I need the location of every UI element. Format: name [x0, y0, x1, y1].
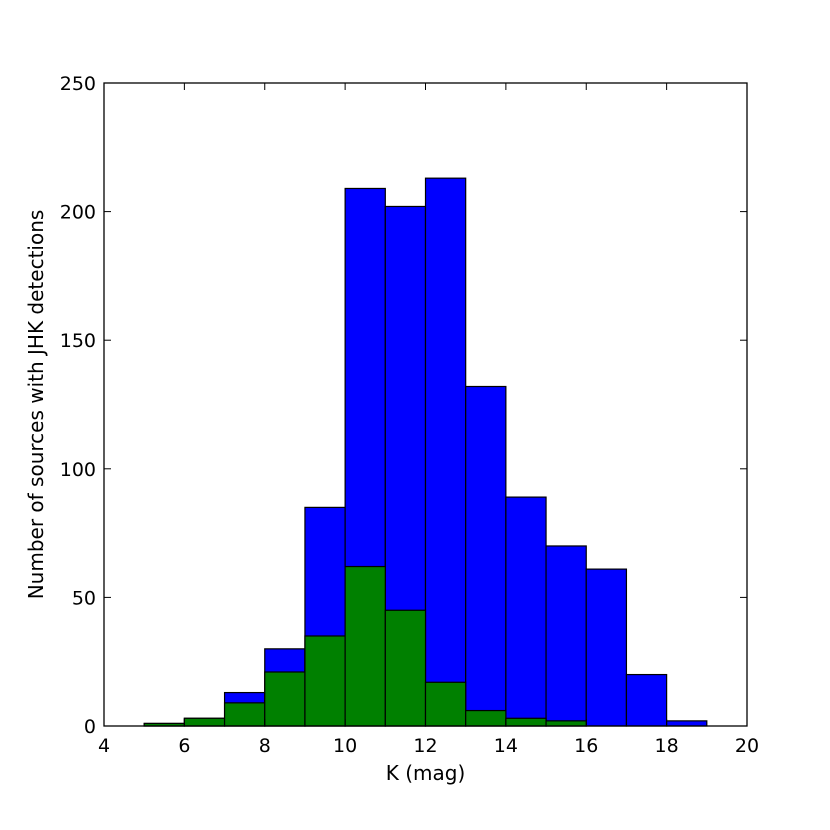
y-tick-label: 0 [84, 716, 96, 738]
x-axis-title: K (mag) [386, 761, 466, 785]
y-axis-title: Number of sources with JHK detections [24, 210, 48, 600]
bar-series1-bin-18 [666, 720, 708, 727]
bar-series1-bin-15 [545, 545, 587, 727]
bar-series2-bin-7 [223, 702, 266, 727]
bar-series2-bin-10 [344, 565, 386, 727]
x-tick-label: 4 [98, 735, 110, 757]
plot-frame [103, 82, 748, 727]
x-tick-label: 6 [178, 735, 190, 757]
bar-series2-bin-11 [384, 609, 427, 727]
y-tick-label: 200 [60, 202, 96, 224]
bar-series2-bin-8 [264, 671, 306, 727]
y-tick-label: 250 [60, 73, 96, 95]
y-tick-label: 100 [60, 459, 96, 481]
bar-series2-bin-9 [304, 635, 346, 727]
x-tick-label: 18 [655, 735, 679, 757]
x-tick-label: 8 [259, 735, 271, 757]
x-tick-label: 10 [333, 735, 357, 757]
x-tick-label: 16 [574, 735, 598, 757]
bars-layer [143, 177, 708, 727]
y-tick-label: 50 [72, 587, 96, 609]
bar-series1-bin-17 [625, 673, 668, 727]
bar-series2-bin-6 [183, 717, 226, 727]
x-tick-label: 14 [494, 735, 518, 757]
bar-series1-bin-12 [424, 177, 467, 727]
x-tick-label: 12 [413, 735, 437, 757]
bar-series1-bin-14 [505, 496, 547, 727]
x-tick-label: 20 [735, 735, 759, 757]
bar-series1-bin-16 [585, 568, 628, 727]
bar-series2-bin-13 [465, 709, 507, 727]
bar-series2-bin-15 [545, 720, 587, 727]
bar-series2-bin-14 [505, 717, 547, 727]
bar-series1-bin-13 [465, 385, 507, 727]
bar-series2-bin-12 [424, 681, 467, 727]
y-tick-label: 150 [60, 330, 96, 352]
